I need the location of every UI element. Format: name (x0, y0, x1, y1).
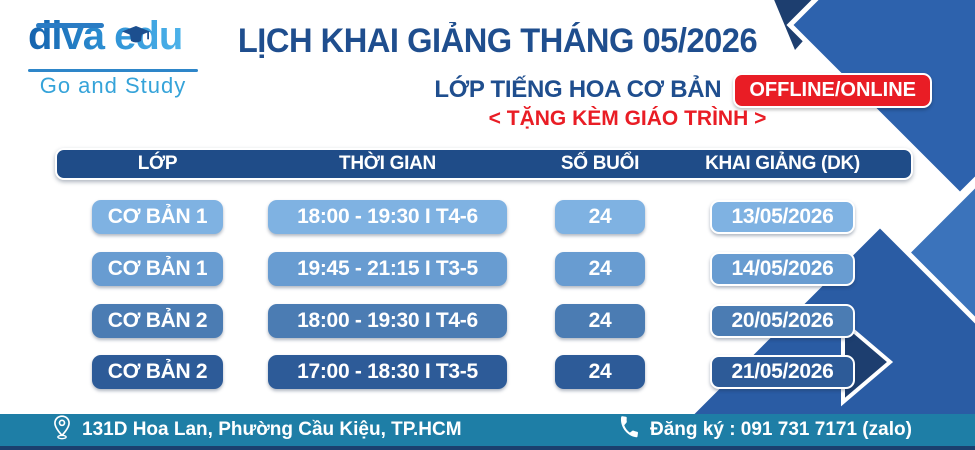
column-header-start-date: KHAI GIẢNG (DK) (705, 153, 860, 174)
start-date-pill: 13/05/2026 (710, 200, 855, 234)
column-header-sessions: SỐ BUỔI (560, 153, 640, 174)
footer-bar: 131D Hoa Lan, Phường Cầu Kiệu, TP.HCM Đă… (0, 414, 975, 446)
schedule-row: CƠ BẢN 1 18:00 - 19:30 I T4-6 24 13/05/2… (0, 200, 975, 234)
time-pill: 18:00 - 19:30 I T4-6 (268, 304, 507, 338)
promo-text: < TẶNG KÈM GIÁO TRÌNH > (488, 107, 767, 130)
course-subtitle: LỚP TIẾNG HOA CƠ BẢN (434, 76, 722, 103)
location-pin-icon (52, 414, 72, 446)
start-date-pill: 14/05/2026 (710, 252, 855, 286)
bottom-strip (0, 446, 975, 450)
schedule-row: CƠ BẢN 2 18:00 - 19:30 I T4-6 24 20/05/2… (0, 304, 975, 338)
register-block: Đăng ký : 091 731 7171 (zalo) (618, 414, 912, 446)
schedule-row: CƠ BẢN 2 17:00 - 18:30 I T3-5 24 21/05/2… (0, 355, 975, 389)
class-name-pill: CƠ BẢN 1 (92, 252, 223, 286)
sessions-pill: 24 (555, 355, 645, 389)
sessions-pill: 24 (555, 252, 645, 286)
table-header-bar: LỚP THỜI GIAN SỐ BUỔI KHAI GIẢNG (DK) (55, 148, 913, 180)
offline-online-badge: OFFLINE/ONLINE (733, 72, 932, 108)
logo: diva edu Go and Study (18, 12, 208, 107)
logo-brand-text: diva edu (28, 14, 183, 58)
sessions-pill: 24 (555, 304, 645, 338)
address-text: 131D Hoa Lan, Phường Cầu Kiệu, TP.HCM (82, 419, 462, 440)
subtitle-row: LỚP TIẾNG HOA CƠ BẢN OFFLINE/ONLINE (430, 72, 932, 108)
sessions-pill: 24 (555, 200, 645, 234)
schedule-row: CƠ BẢN 1 19:45 - 21:15 I T3-5 24 14/05/2… (0, 252, 975, 286)
register-text: Đăng ký : 091 731 7171 (zalo) (650, 419, 912, 440)
address-block: 131D Hoa Lan, Phường Cầu Kiệu, TP.HCM (52, 414, 462, 446)
column-header-time: THỜI GIAN (339, 153, 436, 174)
time-pill: 19:45 - 21:15 I T3-5 (268, 252, 507, 286)
time-pill: 18:00 - 19:30 I T4-6 (268, 200, 507, 234)
graduation-cap-icon (122, 26, 150, 46)
page-title: LỊCH KHAI GIẢNG THÁNG 05/2026 (237, 22, 758, 60)
phone-icon (618, 416, 640, 444)
start-date-pill: 21/05/2026 (710, 355, 855, 389)
class-name-pill: CƠ BẢN 1 (92, 200, 223, 234)
logo-tagline: Go and Study (39, 73, 187, 98)
class-name-pill: CƠ BẢN 2 (92, 304, 223, 338)
logo-crossbar-icon (36, 23, 104, 28)
logo-underline (28, 69, 198, 72)
start-date-pill: 20/05/2026 (710, 304, 855, 338)
column-header-class: LỚP (137, 153, 178, 174)
time-pill: 17:00 - 18:30 I T3-5 (268, 355, 507, 389)
class-name-pill: CƠ BẢN 2 (92, 355, 223, 389)
